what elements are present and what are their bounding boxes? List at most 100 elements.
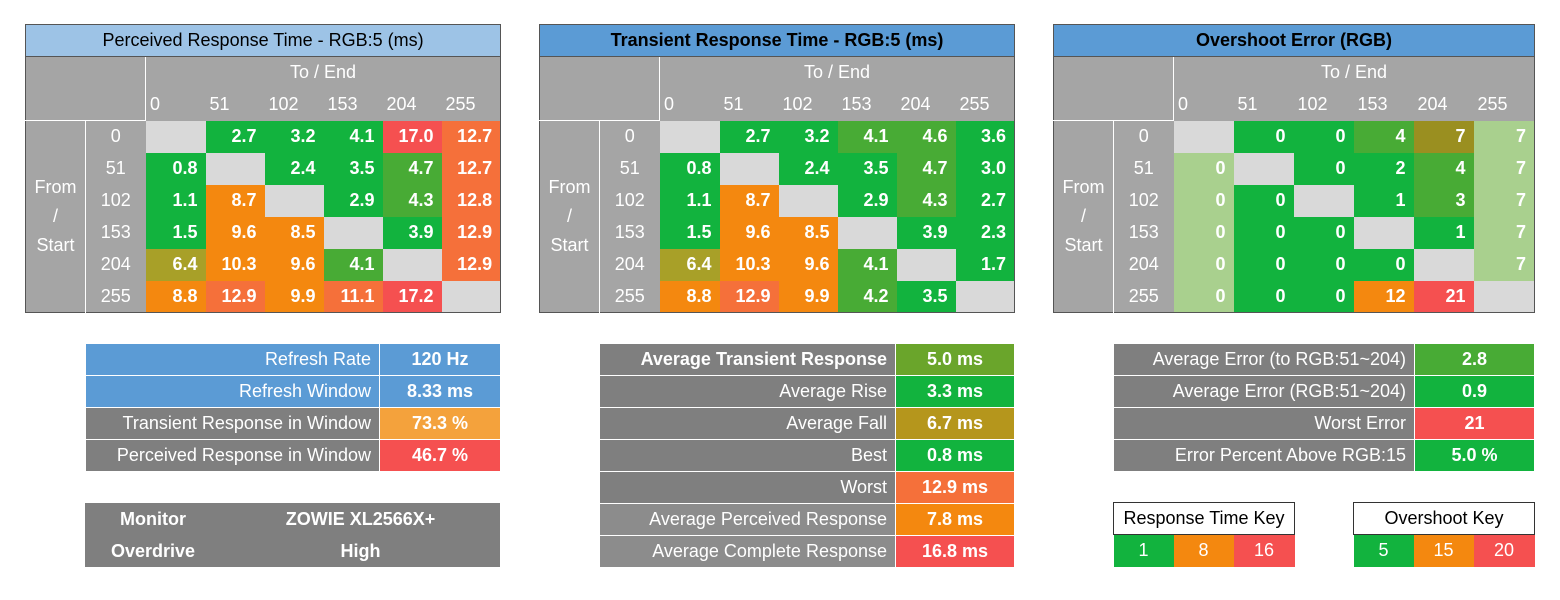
- matrix-cell: [323, 216, 383, 249]
- matrix-cell: 12.9: [441, 216, 501, 249]
- row-level-label: 51: [85, 152, 146, 185]
- matrix-cell: 1.1: [659, 184, 720, 217]
- matrix-cell: [382, 248, 442, 281]
- from-start-label: From / Start: [25, 120, 86, 313]
- matrix-cell: 2.7: [719, 120, 779, 153]
- key-swatch: 15: [1413, 534, 1474, 567]
- matrix-cell: 4.3: [382, 184, 442, 217]
- row-level-label: 0: [85, 120, 146, 153]
- stat-label: Average Fall: [599, 407, 896, 440]
- matrix-cell: 1.5: [659, 216, 720, 249]
- stat-value: 0.8 ms: [895, 439, 1015, 472]
- stat-row: Best 0.8 ms: [599, 439, 1015, 472]
- overshoot-matrix: Overshoot Error (RGB) To / End 0 51 102 153 20…: [1052, 24, 1536, 313]
- column-level-label: 255: [441, 88, 501, 121]
- stat-label: Average Transient Response: [599, 343, 896, 376]
- matrix-cell: 4: [1413, 152, 1474, 185]
- stat-value: 0.9: [1414, 375, 1535, 408]
- matrix-cell: 0: [1233, 216, 1294, 249]
- matrix-cell: 2.9: [837, 184, 897, 217]
- matrix-cell: [955, 280, 1015, 313]
- monitor-info-table: Monitor ZOWIE XL2566X+ Overdrive High: [85, 503, 500, 567]
- key-swatch: 1: [1113, 534, 1174, 567]
- row-level-label: 102: [85, 184, 146, 217]
- column-level-label: 102: [1293, 88, 1354, 121]
- matrix-cell: 0: [1233, 280, 1294, 313]
- from-start-label: From / Start: [1053, 120, 1114, 313]
- overdrive-value: High: [340, 540, 381, 561]
- stat-row: Average Error (to RGB:51~204) 2.8: [1113, 343, 1535, 376]
- matrix-cell: 0: [1173, 184, 1234, 217]
- stat-value: 8.33 ms: [379, 375, 501, 408]
- column-level-label: 51: [719, 88, 779, 121]
- column-level-label: 255: [1473, 88, 1535, 121]
- matrix-cell: 0: [1353, 248, 1414, 281]
- to-end-label: To / End: [659, 56, 1015, 89]
- matrix-cell: 2: [1353, 152, 1414, 185]
- matrix-cell: [659, 120, 720, 153]
- row-level-label: 204: [599, 248, 660, 281]
- matrix-cell: 12.8: [441, 184, 501, 217]
- perceived-matrix: Perceived Response Time - RGB:5 (ms) To /…: [24, 24, 502, 313]
- to-end-label: To / End: [1173, 56, 1535, 89]
- from-start-word: Start: [550, 235, 589, 255]
- from-start-word: /: [566, 206, 572, 226]
- matrix-cell: 6.4: [659, 248, 720, 281]
- matrix-cell: [205, 152, 265, 185]
- transient-title: Transient Response Time - RGB:5 (ms): [539, 24, 1015, 57]
- matrix-cell: 8.8: [145, 280, 206, 313]
- from-start-word: /: [1080, 206, 1086, 226]
- monitor-value: ZOWIE XL2566X+: [285, 508, 436, 529]
- from-start-word: From: [34, 177, 77, 197]
- stat-label: Refresh Rate: [85, 343, 380, 376]
- perceived-title: Perceived Response Time - RGB:5 (ms): [24, 24, 502, 57]
- stat-label: Error Percent Above RGB:15: [1113, 439, 1415, 472]
- matrix-cell: 7: [1413, 120, 1474, 153]
- overshoot-key-title: Overshoot Key: [1352, 502, 1536, 535]
- matrix-cell: 3.9: [896, 216, 956, 249]
- response-time-key: Response Time Key 1 8 16: [1112, 502, 1296, 567]
- matrix-cell: 4.2: [837, 280, 897, 313]
- matrix-cell: [837, 216, 897, 249]
- matrix-cell: 12.9: [441, 248, 501, 281]
- matrix-cell: 9.6: [778, 248, 838, 281]
- matrix-cell: [896, 248, 956, 281]
- stat-label: Transient Response in Window: [85, 407, 380, 440]
- from-start-word: From: [548, 177, 591, 197]
- matrix-cell: [1233, 152, 1294, 185]
- matrix-cell: 3: [1413, 184, 1474, 217]
- matrix-cell: 2.4: [778, 152, 838, 185]
- matrix-cell: 12.7: [441, 152, 501, 185]
- matrix-cell: 0: [1173, 216, 1234, 249]
- matrix-cell: 7: [1473, 184, 1535, 217]
- matrix-cell: 1: [1413, 216, 1474, 249]
- stat-value: 12.9 ms: [895, 471, 1015, 504]
- stat-row: Average Fall 6.7 ms: [599, 407, 1015, 440]
- matrix-cell: 2.7: [955, 184, 1015, 217]
- matrix-cell: 7: [1473, 216, 1535, 249]
- stat-value: 16.8 ms: [895, 535, 1015, 568]
- matrix-cell: 2.3: [955, 216, 1015, 249]
- matrix-cell: 6.4: [145, 248, 206, 281]
- stat-row: Average Transient Response 5.0 ms: [599, 343, 1015, 376]
- monitor-label: Monitor: [120, 508, 186, 529]
- column-level-label: 153: [1353, 88, 1414, 121]
- stat-label: Average Error (to RGB:51~204): [1113, 343, 1415, 376]
- matrix-cell: 4.3: [896, 184, 956, 217]
- stat-label: Average Error (RGB:51~204): [1113, 375, 1415, 408]
- matrix-cell: 4.7: [382, 152, 442, 185]
- stat-row: Worst Error 21: [1113, 407, 1535, 440]
- matrix-cell: 0: [1233, 248, 1294, 281]
- matrix-cell: 0: [1293, 120, 1354, 153]
- stat-value: 2.8: [1414, 343, 1535, 376]
- matrix-cell: [719, 152, 779, 185]
- matrix-cell: [1473, 280, 1535, 313]
- stat-value: 7.8 ms: [895, 503, 1015, 536]
- stat-label: Average Rise: [599, 375, 896, 408]
- stat-value: 21: [1414, 407, 1535, 440]
- matrix-cell: 3.6: [955, 120, 1015, 153]
- stat-value: 3.3 ms: [895, 375, 1015, 408]
- from-start-word: From: [1062, 177, 1105, 197]
- matrix-cell: 8.5: [778, 216, 838, 249]
- stat-row: Perceived Response in Window 46.7 %: [85, 439, 501, 472]
